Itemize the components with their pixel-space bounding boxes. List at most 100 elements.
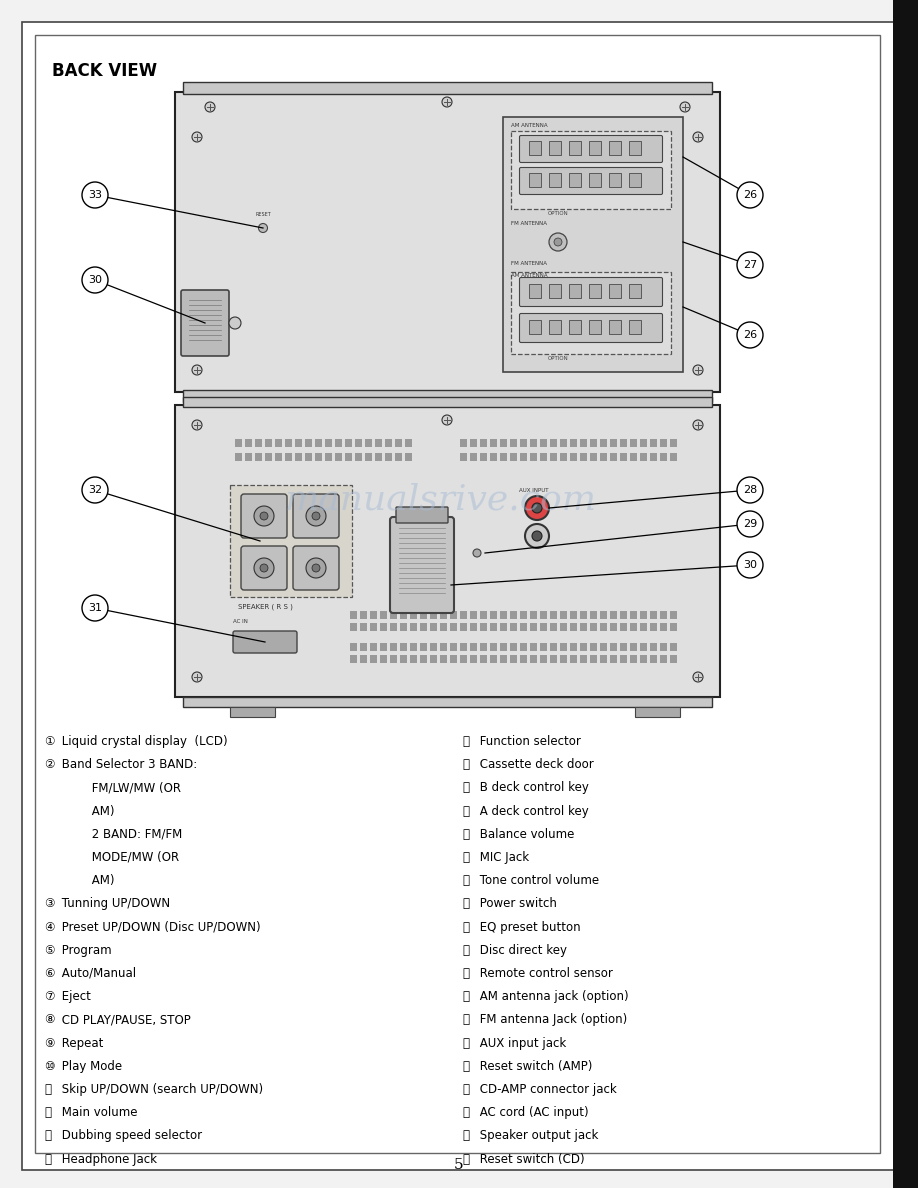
Text: Skip UP/DOWN (search UP/DOWN): Skip UP/DOWN (search UP/DOWN) [58, 1083, 263, 1097]
Text: ⑹: ⑹ [462, 991, 469, 1003]
Circle shape [192, 672, 202, 682]
Bar [470, 440, 477, 447]
Bar [350, 623, 357, 631]
Bar [440, 655, 447, 663]
Text: 28: 28 [743, 485, 757, 495]
Bar [570, 611, 577, 619]
Bar [670, 440, 677, 447]
Text: AM ANTENNA: AM ANTENNA [511, 124, 548, 128]
Bar [400, 655, 407, 663]
Circle shape [260, 512, 268, 520]
Circle shape [473, 549, 481, 557]
Text: Reset switch (AMP): Reset switch (AMP) [476, 1060, 592, 1073]
Bar [640, 623, 647, 631]
Bar [660, 453, 667, 461]
Text: Speaker output jack: Speaker output jack [476, 1130, 599, 1143]
Bar [490, 611, 497, 619]
Bar [640, 655, 647, 663]
Bar [235, 453, 242, 461]
Bar [295, 440, 302, 447]
Bar [540, 440, 547, 447]
Bar [380, 655, 387, 663]
Bar [589, 320, 601, 334]
Bar [410, 611, 417, 619]
Bar [470, 623, 477, 631]
Bar [490, 623, 497, 631]
Bar [175, 91, 720, 392]
Bar [235, 440, 242, 447]
Bar [305, 440, 312, 447]
Bar [580, 655, 587, 663]
FancyBboxPatch shape [241, 546, 287, 590]
Bar [530, 655, 537, 663]
Text: 30: 30 [743, 560, 757, 570]
Text: ⑥: ⑥ [44, 967, 54, 980]
Bar [620, 611, 627, 619]
Text: ⑽: ⑽ [462, 1083, 469, 1097]
Bar [470, 611, 477, 619]
Bar [480, 440, 487, 447]
Text: 2 BAND: FM/FM: 2 BAND: FM/FM [58, 828, 183, 841]
Bar [590, 440, 597, 447]
Bar [230, 485, 352, 598]
Bar [600, 643, 607, 651]
Bar [420, 643, 427, 651]
Text: ⑳: ⑳ [462, 851, 469, 864]
Text: Preset UP/DOWN (Disc UP/DOWN): Preset UP/DOWN (Disc UP/DOWN) [58, 921, 261, 934]
Text: ⑰: ⑰ [462, 782, 469, 795]
Bar [420, 611, 427, 619]
Text: OPTION: OPTION [548, 356, 568, 361]
FancyBboxPatch shape [390, 517, 454, 613]
Text: ⑲: ⑲ [462, 828, 469, 841]
Bar [480, 623, 487, 631]
Text: B deck control key: B deck control key [476, 782, 588, 795]
Bar [400, 643, 407, 651]
Bar [490, 655, 497, 663]
Text: Headphone Jack: Headphone Jack [58, 1152, 157, 1165]
Text: 31: 31 [88, 604, 102, 613]
Text: ⑩: ⑩ [44, 1060, 54, 1073]
Circle shape [254, 506, 274, 526]
Bar [380, 623, 387, 631]
FancyBboxPatch shape [520, 278, 663, 307]
Bar [630, 440, 637, 447]
Circle shape [192, 421, 202, 430]
Bar [530, 643, 537, 651]
Bar [360, 611, 367, 619]
Bar [350, 643, 357, 651]
Circle shape [693, 132, 703, 143]
Circle shape [82, 478, 108, 503]
Bar [520, 611, 527, 619]
Bar [590, 655, 597, 663]
Bar [620, 643, 627, 651]
Text: ⒀: ⒀ [462, 1152, 469, 1165]
Bar [375, 440, 382, 447]
Text: ⑸: ⑸ [462, 967, 469, 980]
Bar [629, 141, 641, 154]
Bar [230, 707, 275, 718]
Bar [620, 440, 627, 447]
Bar [580, 611, 587, 619]
Bar [590, 611, 597, 619]
Circle shape [312, 564, 320, 571]
Bar [620, 655, 627, 663]
Bar [660, 440, 667, 447]
Bar [609, 141, 621, 154]
Bar [529, 173, 541, 187]
Bar [629, 173, 641, 187]
Bar [560, 440, 567, 447]
Circle shape [737, 478, 763, 503]
Text: Tone control volume: Tone control volume [476, 874, 599, 887]
Bar [460, 611, 467, 619]
Bar [285, 453, 292, 461]
Bar [600, 453, 607, 461]
Bar [265, 440, 272, 447]
Bar [395, 440, 402, 447]
Bar [420, 655, 427, 663]
Text: ⑿: ⑿ [462, 1130, 469, 1143]
Circle shape [693, 365, 703, 375]
Circle shape [549, 233, 567, 251]
Text: Dubbing speed selector: Dubbing speed selector [58, 1130, 202, 1143]
Bar [175, 405, 720, 697]
Text: 5: 5 [454, 1158, 464, 1173]
